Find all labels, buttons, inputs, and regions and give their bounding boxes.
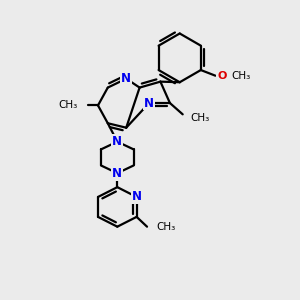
Text: N: N: [121, 72, 131, 85]
Text: N: N: [144, 97, 154, 110]
Text: N: N: [112, 135, 122, 148]
Text: CH₃: CH₃: [156, 222, 175, 232]
Text: N: N: [132, 190, 142, 203]
Text: CH₃: CH₃: [232, 71, 251, 81]
Text: O: O: [217, 71, 226, 81]
Text: CH₃: CH₃: [58, 100, 77, 110]
Text: CH₃: CH₃: [190, 113, 209, 123]
Text: N: N: [112, 167, 122, 180]
